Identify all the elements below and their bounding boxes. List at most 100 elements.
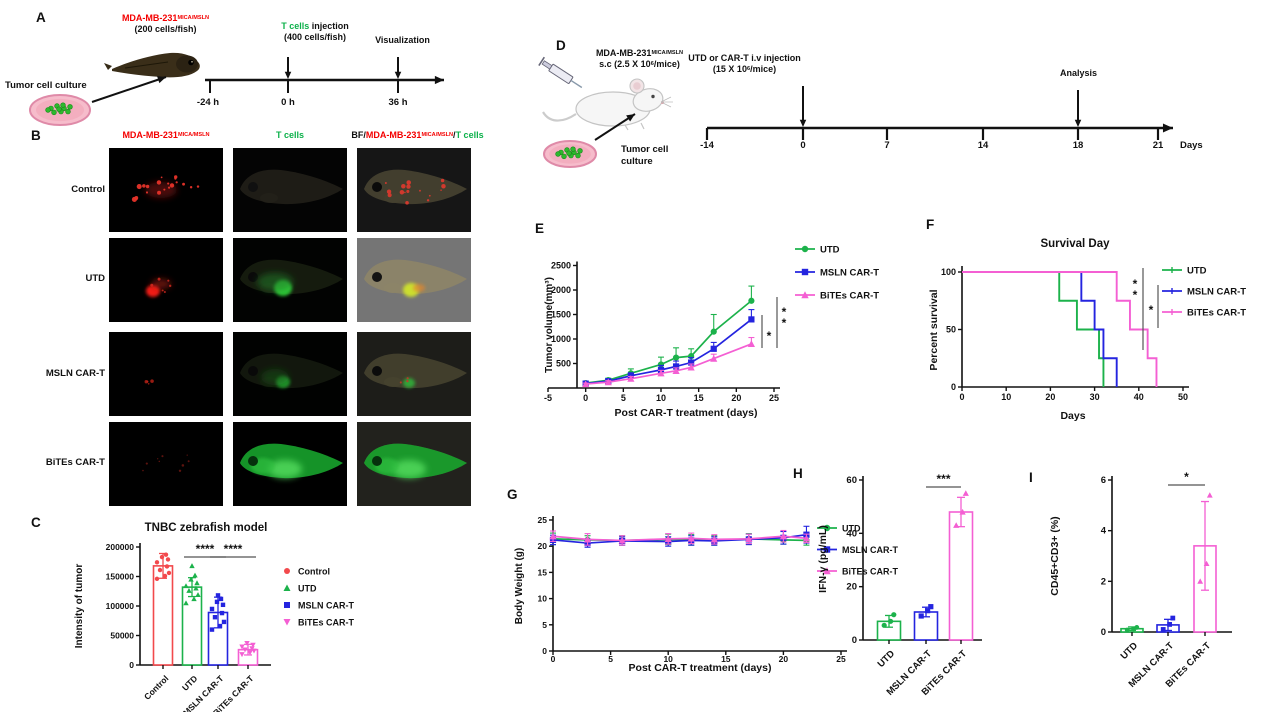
b-col1-header: MDA-MB-231MICA/MSLN (109, 130, 223, 141)
marker-circle (159, 554, 165, 560)
arrowhead (434, 75, 444, 85)
fluorescence-image-r1c0 (109, 238, 223, 322)
timeline-d-tick-5: 21 (1152, 140, 1164, 151)
y-axis-label: Tumor volume(mm³) (544, 277, 555, 373)
panel-f-letter: F (926, 217, 935, 232)
marker-triangle (747, 340, 755, 347)
d-sc-pre: s.c (2.5 X 10 (599, 59, 651, 70)
y-tick-label: 25 (538, 515, 548, 525)
marker-triangle-down (283, 619, 291, 626)
legend-label: MSLN CAR-T (1187, 287, 1246, 298)
timeline-d-tick-0: -14 (700, 140, 714, 151)
x-axis-label: Post CAR-T treatment (days) (615, 407, 758, 419)
significance-label: * (1184, 470, 1189, 484)
marker-square (209, 606, 215, 612)
d-sc-sup: 6 (650, 60, 654, 67)
b-row-label-mslncart: MSLN CAR-T (45, 368, 105, 379)
timeline-a-tick-2: 36 h (388, 97, 408, 108)
y-axis-label: Intensity of tumor (74, 564, 85, 649)
x-tick-label: 20 (779, 654, 789, 664)
panel-a-letter: A (36, 10, 46, 25)
marker-circle (891, 612, 897, 618)
tcells-dose: (400 cells/fish) (283, 32, 347, 43)
tcell-injection-label: T cells injection (400 cells/fish) (250, 21, 380, 44)
timeline-d-days-label: Days (1180, 140, 1203, 151)
marker-circle (881, 622, 887, 628)
y-tick-label: 10 (538, 594, 548, 604)
line (660, 96, 672, 103)
y-tick-label: 60 (846, 475, 857, 486)
survival-curve-MSLN CAR-T (962, 271, 1118, 387)
d-tumor-2: culture (621, 155, 653, 167)
arrowhead (626, 114, 635, 122)
legend-label: Control (298, 567, 330, 577)
marker-square (221, 619, 227, 625)
marker-triangle-down (242, 647, 248, 653)
line (570, 79, 583, 89)
panel-e-letter: E (535, 221, 545, 236)
fluorescence-image-r2c1 (233, 332, 347, 416)
y-tick-label: 4 (1101, 526, 1107, 537)
marker-circle (164, 564, 170, 569)
marker-triangle-down (239, 644, 245, 650)
b-col3-main: MDA-MB-231 (365, 130, 422, 140)
y-tick-label: 6 (1101, 475, 1106, 486)
petri-dish-icon (29, 94, 91, 126)
marker-square (710, 345, 717, 352)
b-col1-main: MDA-MB-231 (122, 130, 178, 140)
marker-triangle (188, 576, 194, 582)
panel-i-letter: I (1029, 470, 1033, 485)
b-row-label-bitescart: BiTEs CAR-T (45, 457, 105, 468)
tumor-culture-label-a: Tumor cell culture (5, 80, 87, 91)
legend-label: MSLN CAR-T (298, 601, 354, 611)
series-line-MSLN CAR-T (585, 318, 752, 385)
panel-a-diagram (29, 52, 444, 126)
marker-circle (157, 567, 163, 573)
cellline-sup: MICA/MSLN (177, 14, 210, 21)
marker-triangle (189, 563, 195, 569)
b-col2-header: T cells (275, 130, 304, 140)
line (91, 76, 167, 103)
x-category-label: Control (142, 673, 170, 701)
legend-label: MSLN CAR-T (820, 268, 879, 279)
marker-triangle (195, 592, 201, 597)
zebrafish-cellline-label: MDA-MB-231MICA/MSLN (200 cells/fish) (108, 13, 223, 36)
marker-triangle (745, 535, 753, 542)
marker-triangle (664, 535, 672, 542)
significance-label: * (782, 305, 787, 319)
marker-triangle (618, 536, 626, 544)
marker-triangle (959, 508, 966, 515)
b-col3-sup: MICA/MSLN (421, 131, 454, 138)
b-col1-sup: MICA/MSLN (177, 131, 210, 138)
tumor-culture-label-d: Tumor cell culture (621, 144, 701, 168)
b-col3-header: BF/MDA-MB-231MICA/MSLN/T cells (340, 130, 495, 141)
fluorescence-image-r1c2 (357, 238, 471, 322)
y-axis-label: Body Weight (g) (514, 548, 525, 624)
marker-triangle-down (247, 650, 253, 656)
tcells-text: T cells (281, 21, 310, 31)
y-tick-label: 2500 (551, 261, 571, 271)
y-tick-label: 50000 (110, 631, 134, 641)
marker-triangle-down (250, 642, 256, 648)
x-tick-label: 0 (551, 654, 556, 664)
marker-triangle (582, 380, 590, 388)
marker-triangle (802, 534, 811, 542)
marker-square (217, 623, 223, 629)
y-tick-label: 1000 (551, 334, 571, 344)
marker-circle (284, 568, 290, 574)
panel-c-chart: TNBC zebrafish model Intensity of tumor 0 5… (74, 522, 355, 712)
d-dose-post: /mice) (750, 64, 777, 75)
fluorescence-image-r0c2 (357, 148, 471, 232)
y-tick-label: 20 (538, 541, 548, 551)
d-cellline-sup: MICA/MSLN (651, 49, 684, 56)
marker-square (212, 615, 218, 620)
marker-circle (1124, 627, 1130, 633)
marker-triangle (672, 367, 680, 374)
fluorescence-image-r2c2 (357, 332, 471, 416)
marker-triangle (183, 600, 189, 606)
marker-triangle (823, 567, 831, 575)
significance-label: **** (224, 542, 243, 556)
y-tick-label: 20 (846, 582, 857, 593)
x-tick-label: 40 (1134, 392, 1144, 402)
